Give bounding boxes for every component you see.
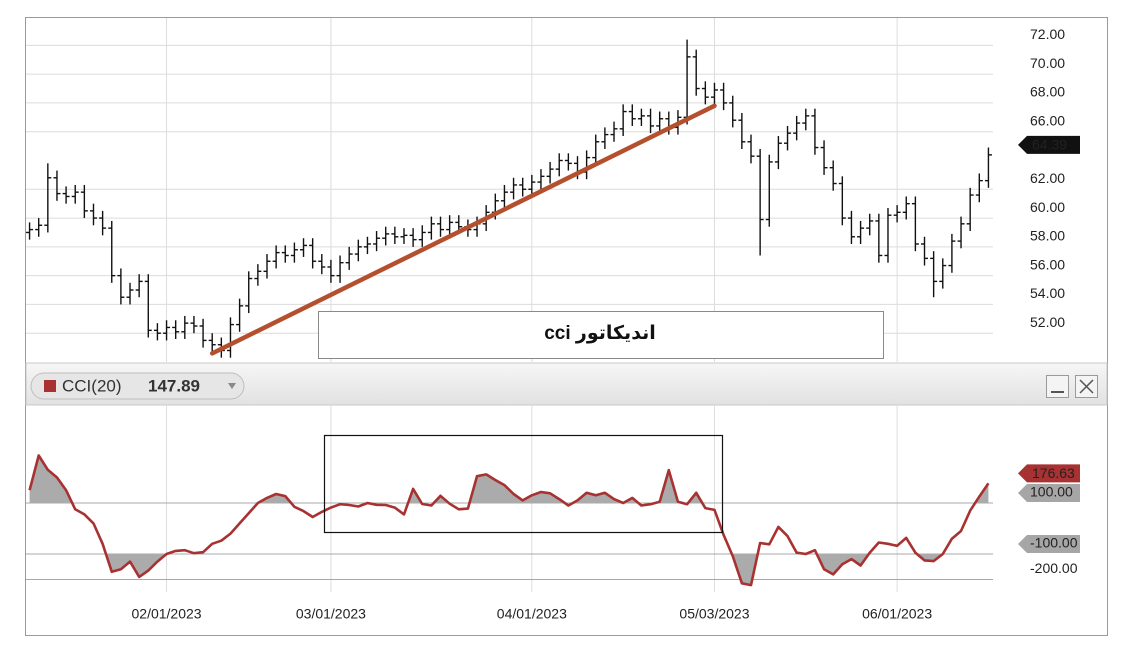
legend-value: 147.89 — [148, 376, 200, 395]
y-tick-label: 52.00 — [1030, 314, 1065, 330]
y-tick-label: 60.00 — [1030, 199, 1065, 215]
y-tick-label: 72.00 — [1030, 26, 1065, 42]
price-panel: 72.00 70.00 68.00 66.00 62.00 60.00 58.00 56.00… — [26, 18, 1080, 362]
y-tick-label: 100.00 — [1030, 484, 1073, 500]
level-fill — [29, 455, 989, 503]
highlight-box — [323, 434, 724, 534]
legend-name: CCI(20) — [62, 376, 122, 395]
y-tick-label: -200.00 — [1030, 560, 1078, 576]
y-tick-label: 66.00 — [1030, 112, 1065, 128]
current-value-tag — [1018, 464, 1080, 483]
annotation-box — [318, 311, 884, 359]
x-tick-label: 04/01/2023 — [497, 606, 567, 622]
y-tick-label: 70.00 — [1030, 55, 1065, 71]
y-tick-label: 62.00 — [1030, 170, 1065, 186]
x-tick-label: 02/01/2023 — [132, 606, 202, 622]
last-price-tag — [1018, 135, 1080, 154]
level-tag — [1018, 534, 1080, 553]
last-price-label: 64.39 — [1032, 137, 1067, 153]
y-tick-label: 56.00 — [1030, 256, 1065, 272]
minimize-button[interactable] — [1046, 375, 1069, 398]
ohlc-bars — [26, 39, 992, 358]
trendline — [209, 103, 717, 356]
y-tick-label: 58.00 — [1030, 228, 1065, 244]
legend-swatch — [44, 380, 56, 392]
cci-panel: 02/01/2023 03/01/2023 04/01/2023 05/03/2023… — [26, 405, 1080, 622]
level-fill — [29, 553, 989, 586]
y-tick-label: 54.00 — [1030, 285, 1065, 301]
x-tick-label: 03/01/2023 — [296, 606, 366, 622]
y-tick-label: 68.00 — [1030, 84, 1065, 100]
current-value-label: 176.63 — [1032, 465, 1075, 481]
annotation-text: اندیکاتور cci — [544, 323, 656, 344]
x-tick-label: 05/03/2023 — [679, 606, 749, 622]
cci-line — [28, 454, 990, 587]
legend-dropdown-icon[interactable] — [228, 383, 236, 389]
close-icon — [1079, 379, 1094, 394]
y-tick-label: -100.00 — [1030, 535, 1078, 551]
x-tick-label: 06/01/2023 — [862, 606, 932, 622]
level-tag — [1018, 483, 1080, 502]
indicator-legend-chip[interactable] — [30, 372, 245, 400]
